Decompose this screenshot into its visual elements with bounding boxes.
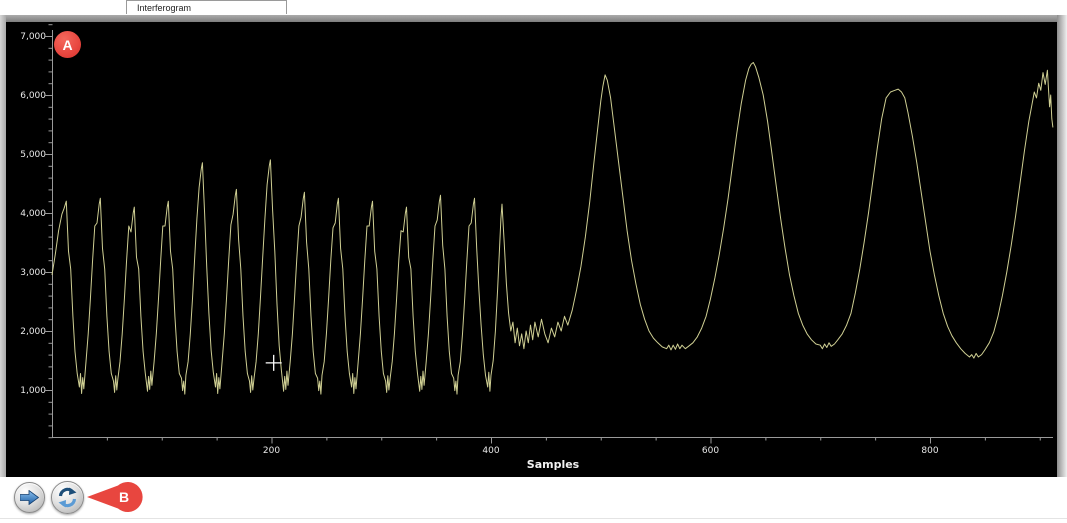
interferogram-chart[interactable]: 1,000 2,000 3,000 4,000 5,000 6,000 7,000 200 40… (6, 22, 1057, 477)
arrow-right-icon (20, 490, 39, 505)
tick-labels: 1,000 2,000 3,000 4,000 5,000 6,000 7,000 200 40… (20, 32, 939, 456)
y-tick-label: 6,000 (20, 91, 46, 101)
callout-left-icon: B (87, 482, 143, 512)
chart-panel[interactable]: 1,000 2,000 3,000 4,000 5,000 6,000 7,000 200 40… (6, 22, 1057, 477)
crosshair-cursor (265, 354, 282, 371)
panel-right-edge (1057, 15, 1067, 477)
axes (45, 24, 1053, 444)
tab-label: Interferogram (137, 2, 192, 13)
y-tick-label: 5,000 (20, 150, 46, 160)
tab-bar: Interferogram (0, 0, 1067, 15)
refresh-button[interactable] (51, 481, 84, 514)
x-tick-label: 400 (482, 446, 499, 456)
refresh-icon (58, 487, 77, 508)
y-tick-label: 4,000 (20, 209, 46, 219)
panel-left-edge (0, 15, 6, 477)
x-tick-label: 600 (702, 446, 719, 456)
forward-button[interactable] (14, 482, 45, 513)
tab-interferogram[interactable]: Interferogram (126, 0, 287, 14)
marker-badge-b-label: B (119, 489, 129, 505)
x-tick-label: 800 (921, 446, 938, 456)
y-tick-label: 1,000 (20, 386, 46, 396)
x-axis-title: Samples (527, 458, 580, 471)
y-tick-label: 7,000 (20, 32, 46, 42)
toolbar: B (0, 477, 1067, 523)
marker-badge-b: B (85, 479, 143, 515)
bottom-separator (0, 518, 1067, 519)
y-tick-label: 3,000 (20, 268, 46, 278)
y-tick-label: 2,000 (20, 327, 46, 337)
x-tick-label: 200 (263, 446, 280, 456)
series-interferogram (51, 62, 1054, 395)
marker-badge-a: A (54, 31, 81, 58)
marker-badge-a-label: A (62, 36, 73, 53)
